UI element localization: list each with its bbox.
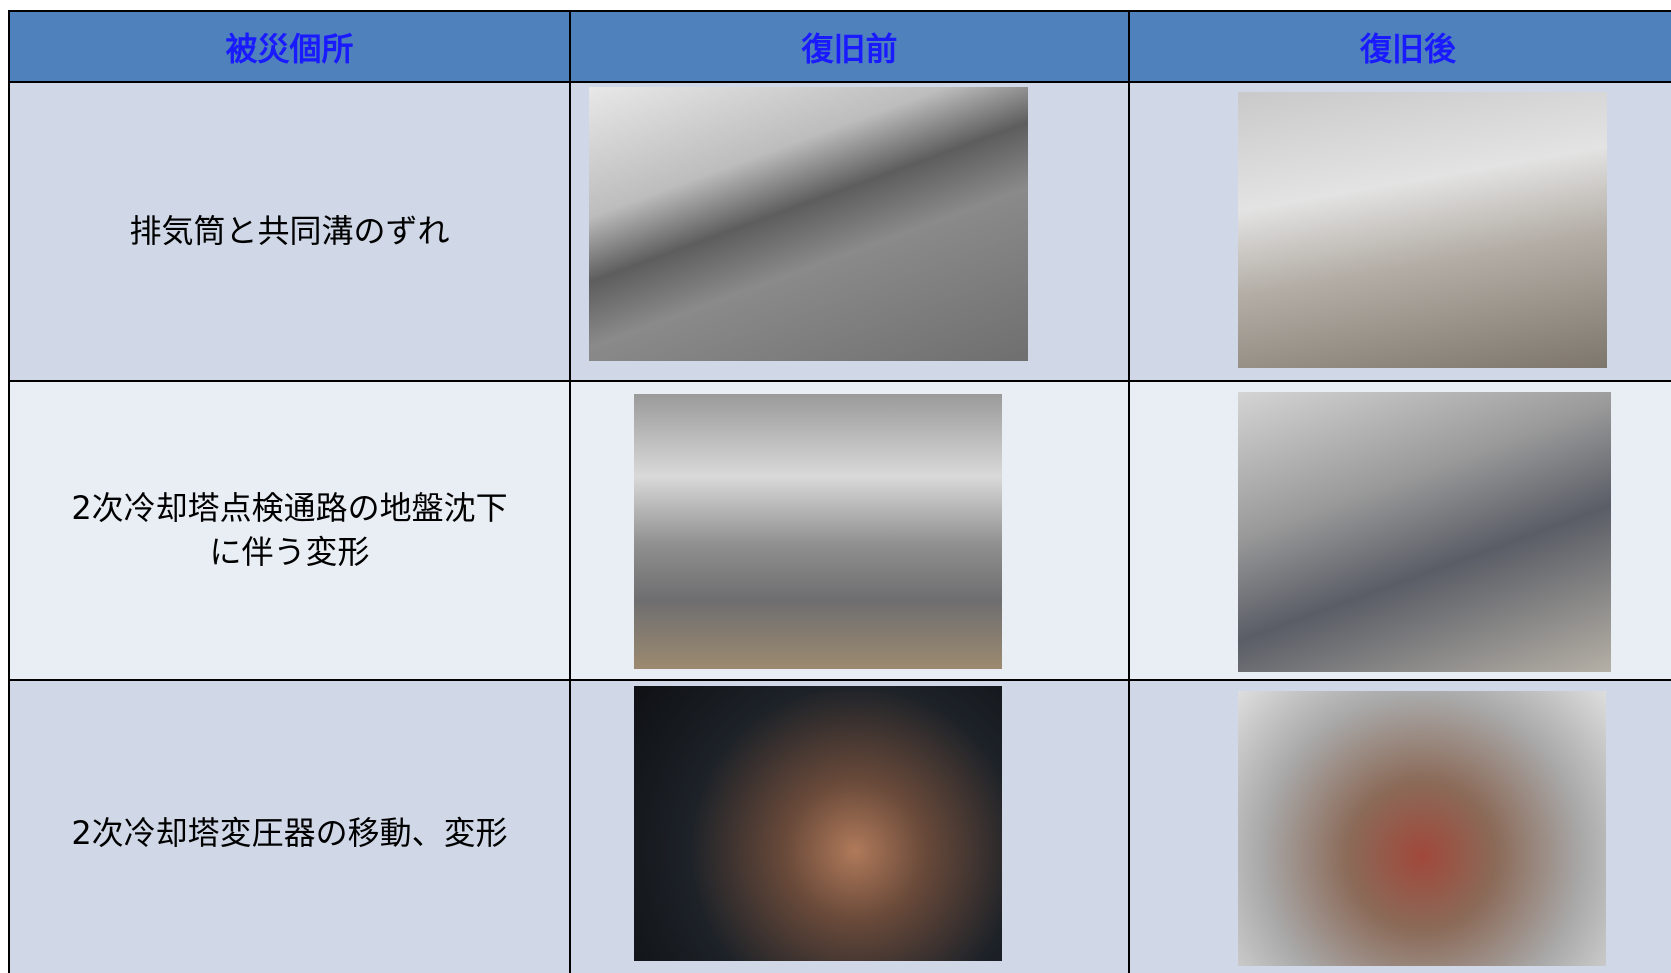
photo [589, 87, 1028, 361]
header-text: 被災個所 [225, 29, 354, 68]
location-cell: 排気筒と共同溝のずれ [8, 81, 571, 382]
header-cell: 被災個所 [8, 10, 571, 83]
photo [1238, 392, 1611, 672]
header-text: 復旧前 [801, 29, 898, 68]
photo [1238, 92, 1607, 368]
header-cell: 復旧前 [569, 10, 1130, 83]
photo [1238, 691, 1606, 966]
photo [634, 686, 1002, 961]
header-text: 復旧後 [1359, 29, 1456, 68]
location-cell: 2次冷却塔点検通路の地盤沈下 に伴う変形 [8, 380, 571, 681]
location-text: 2次冷却塔変圧器の移動、変形 [71, 814, 508, 853]
header-cell: 復旧後 [1128, 10, 1671, 83]
photo [634, 394, 1002, 669]
location-cell: 2次冷却塔変圧器の移動、変形 [8, 679, 571, 973]
location-text: 2次冷却塔点検通路の地盤沈下 に伴う変形 [71, 489, 508, 571]
location-text: 排気筒と共同溝のずれ [129, 211, 450, 250]
